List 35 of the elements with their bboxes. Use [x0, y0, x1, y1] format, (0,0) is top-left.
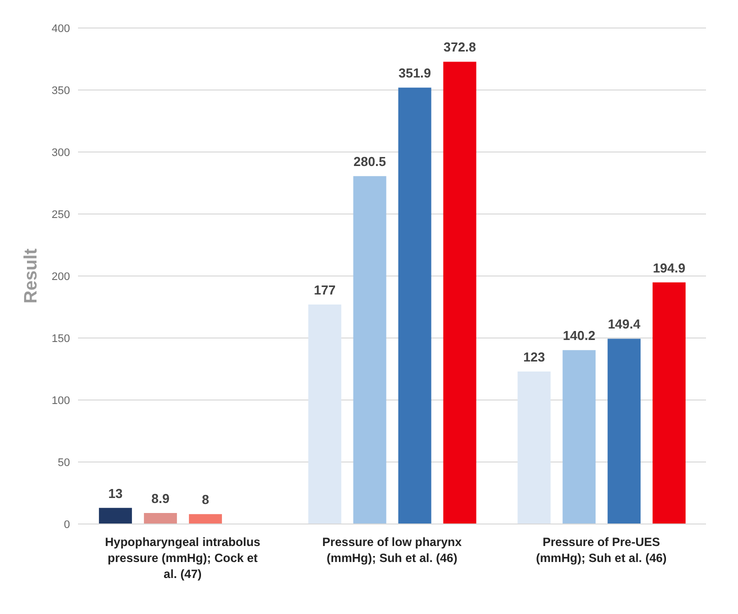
x-tick-label: Pressure of low pharynx (mmHg); Suh et al. (46)	[322, 535, 462, 565]
bar	[98, 508, 132, 524]
y-tick-label: 50	[58, 456, 70, 469]
data-label: 280.5	[353, 154, 386, 170]
data-label: 8.9	[151, 490, 170, 506]
bar	[562, 350, 596, 524]
x-tick-label: Pressure of Pre-UES (mmHg); Suh et al. (46)	[536, 535, 667, 565]
data-label: 149.4	[608, 316, 642, 332]
bar	[188, 514, 222, 524]
data-label: 13	[108, 486, 123, 501]
bar	[443, 62, 476, 524]
y-tick-label: 350	[52, 84, 70, 97]
data-label: 123	[523, 349, 545, 364]
y-tick-label: 300	[52, 146, 70, 159]
bar	[398, 88, 432, 524]
bar	[308, 304, 342, 524]
data-label: 140.2	[562, 328, 596, 344]
y-tick-label: 200	[52, 270, 70, 283]
data-label: 8	[202, 492, 210, 508]
data-label: 177	[314, 282, 336, 298]
bar	[652, 282, 686, 524]
bar	[353, 176, 386, 524]
bar	[518, 371, 551, 524]
y-tick-label: 0	[64, 518, 70, 531]
y-tick-label: 400	[52, 22, 70, 35]
y-tick-label: 150	[52, 332, 70, 345]
x-tick-label: Hypopharyngeal intrabolus pressure (mmHg); Cock et al. (47)	[104, 535, 261, 581]
y-tick-label: 250	[52, 208, 70, 221]
bar	[608, 338, 641, 524]
y-tick-label: 100	[52, 394, 70, 407]
data-label: 372.8	[443, 40, 476, 55]
y-axis-title: Result	[20, 248, 40, 304]
bar	[144, 512, 177, 524]
data-label: 194.9	[652, 260, 686, 276]
data-label: 351.9	[398, 66, 432, 81]
